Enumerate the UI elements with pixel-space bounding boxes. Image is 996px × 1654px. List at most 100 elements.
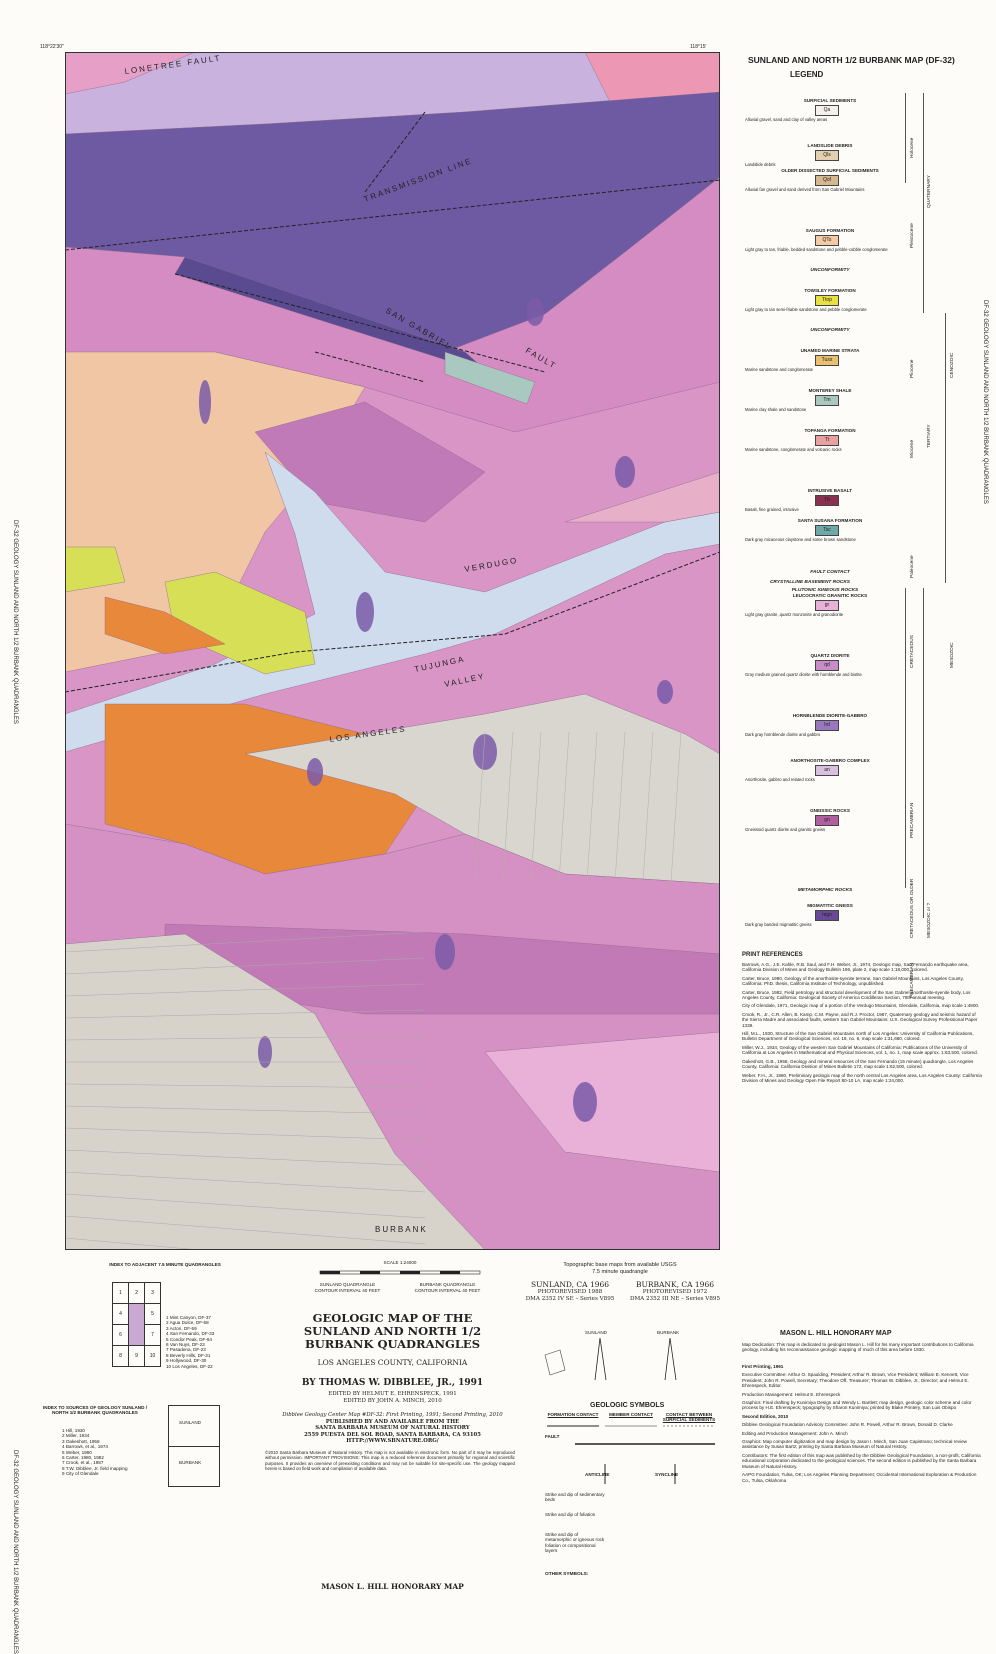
street: [65, 1149, 426, 1167]
box-divider: [169, 1446, 219, 1447]
street: [65, 1171, 426, 1193]
fault-line: [314, 351, 426, 383]
unit-desc: Anorthosite, gabbro and related rocks: [745, 777, 815, 782]
box-label: SUNLAND: [179, 1420, 201, 1425]
street: [65, 931, 426, 953]
publisher-line: SANTA BARBARA MUSEUM OF NATURAL HISTORY: [315, 1425, 470, 1432]
map-unit: [564, 471, 720, 523]
scale-bar-segment: [360, 1271, 380, 1274]
reference: Crook, R., Jr., C.R. Allen, B. Kamp, C.M…: [742, 1011, 978, 1028]
unit-desc: Light gray granite, quartz monzonite and…: [745, 612, 844, 617]
unit-desc: Marine sandstone and conglomerate: [745, 367, 813, 372]
street: [65, 1035, 426, 1041]
street: [65, 983, 426, 997]
base-burbank: BURBANK, CA 1966 PHOTOREVISED 1972 DMA 235…: [625, 1280, 725, 1303]
scale-bar-segment: [400, 1271, 420, 1274]
symbol-item: SYNCLINE: [655, 1472, 679, 1477]
symbol-other: OTHER SYMBOLS:: [545, 1572, 589, 1577]
editor: EDITED BY HELMUT E. EHRENSPECK, 1991: [328, 1391, 457, 1397]
source-item: 2 Miller, 1934: [62, 1433, 90, 1439]
fault-line: [65, 179, 720, 251]
map-unit: [258, 1036, 272, 1068]
age-label: MESOZOIC: [950, 642, 955, 668]
scale-bar: [319, 1270, 481, 1275]
reference: Carter, Bruce, 1982, Field petrology and…: [742, 989, 971, 1001]
age-label: CENOZOIC: [950, 352, 955, 378]
unit-swatch: Tsc: [815, 525, 839, 536]
base-map-line: DMA 2352 III NE – Series V895: [629, 1295, 721, 1302]
map-unit: [573, 1082, 597, 1122]
symbols-title: GEOLOGIC SYMBOLS: [590, 1402, 665, 1409]
main-title: GEOLOGIC MAP OF THE SUNLAND AND NORTH 1/…: [303, 1311, 482, 1351]
street: [65, 1215, 426, 1245]
unit-desc: Marine clay shale and sandstone: [745, 407, 807, 412]
legend-divider: METAMORPHIC ROCKS: [797, 888, 853, 893]
honorary-text: First Printing, 1991 Executive Committee:…: [742, 1364, 982, 1486]
legend-divider: PLUTONIC IGNEOUS ROCKS: [791, 588, 859, 593]
unit-heading: TOWSLEY FORMATION: [804, 288, 856, 293]
street: [502, 731, 514, 883]
side-label: DF-32 GEOLOGY SUNLAND AND NORTH 1/2 BURB…: [12, 1450, 18, 1654]
unit-swatch: an: [815, 765, 839, 776]
street: [65, 1193, 426, 1219]
box-label: BURBANK: [179, 1460, 202, 1465]
reference: Miller, W.J., 1934, Geology of the weste…: [742, 1044, 978, 1056]
honorary-title: MASON L. HILL HONORARY MAP: [780, 1330, 892, 1337]
unit-swatch: Qof: [815, 175, 839, 186]
age-bracket: [923, 93, 924, 313]
reference: City of Glendale, 1971, Geologic map of …: [742, 1003, 980, 1009]
unit-desc: Dark gray banded migmatitic gneiss: [745, 922, 812, 927]
index-cell: 6: [112, 1324, 129, 1346]
map-unit: [473, 734, 497, 770]
index-cell: 10: [144, 1345, 161, 1367]
street: [670, 731, 682, 883]
reference: Oakeshott, G.B., 1958, Geology and miner…: [742, 1058, 974, 1070]
symbol-heading: FORMATION CONTACT: [547, 1412, 599, 1417]
age-bracket: [905, 93, 906, 183]
sources: 1 Hill, 1930 2 Miller, 1934 3 Oakeshott, 1…: [62, 1428, 162, 1477]
street: [558, 731, 570, 883]
corner-coord: 118°22'30": [40, 44, 64, 50]
age-label: Holocene: [910, 137, 915, 158]
unit-desc: Gray medium grained quartz diorite with …: [745, 672, 862, 677]
legend-divider: CRYSTALLINE BASEMENT ROCKS: [769, 580, 851, 585]
map-unit: [356, 592, 374, 632]
unit-swatch: Tt: [815, 435, 839, 446]
unit-heading: SAUGUS FORMATION: [805, 228, 855, 233]
unit-desc: Basalt, fine grained, intrusive: [745, 507, 799, 512]
publisher-line: 2559 PUESTA DEL SOL ROAD, SANTA BARBARA,…: [304, 1431, 481, 1438]
source-item: 3 Oakeshott, 1958: [62, 1438, 100, 1444]
unit-desc: Landslide debris: [745, 162, 776, 167]
unit-heading: HORNBLENDE DIORITE-GABBRO: [792, 713, 868, 718]
index-name: 7 Pasadena, DF-23: [166, 1347, 206, 1353]
street: [614, 731, 626, 883]
locator: [544, 1349, 566, 1376]
street: [642, 731, 654, 883]
age-label: Pleistocene: [910, 223, 915, 248]
street: [474, 731, 486, 883]
honorary-paragraph: First Printing, 1991: [742, 1364, 784, 1369]
county: LOS ANGELES COUNTY, CALIFORNIA: [317, 1358, 468, 1367]
arrow-label: BURBANK: [657, 1330, 680, 1335]
corner-coord: 118°15': [690, 44, 707, 50]
symbol-graphics: [547, 1425, 715, 1484]
reference: Carter, Bruce, 1980, Geology of the anor…: [742, 975, 964, 987]
legend-divider: FAULT CONTACT: [810, 570, 850, 575]
index-name: 8 Beverly Hills, DF-31: [166, 1352, 211, 1358]
scale-quad: SUNLAND QUADRANGLE: [319, 1282, 376, 1287]
index-name: 1 Mint Canyon, DF-37: [166, 1315, 211, 1320]
unit-desc: Light gray to tan, friable, bedded sands…: [745, 247, 888, 252]
map-unit: [199, 380, 211, 424]
index-cell: 9: [128, 1345, 145, 1367]
index-grid: 1 2 3 4 5 6 7 8 9 10: [112, 1282, 161, 1367]
sources-title: INDEX TO SOURCES OF GEOLOGY SUNLAND / NO…: [43, 1405, 147, 1416]
index-name: 4 San Fernando, DF-33: [166, 1331, 215, 1337]
unit-heading: SURFICIAL SEDIMENTS: [803, 98, 857, 103]
base-maps-title: Topographic base maps from available USG…: [563, 1262, 677, 1275]
fine-print: ©2010 Santa Barbara Museum of Natural Hi…: [265, 1450, 515, 1472]
index-title: INDEX TO ADJACENT 7.5 MINUTE QUADRANGLES: [109, 1262, 221, 1267]
unit-desc: Marine sandstone, conglomerate and volca…: [745, 447, 842, 452]
reference: Weber, F.H., Jr., 1980, Preliminary geol…: [742, 1072, 982, 1083]
publisher-line: Dibblee Geology Center Map #DF-32: First…: [282, 1412, 503, 1418]
index-cell: 2: [128, 1282, 145, 1304]
